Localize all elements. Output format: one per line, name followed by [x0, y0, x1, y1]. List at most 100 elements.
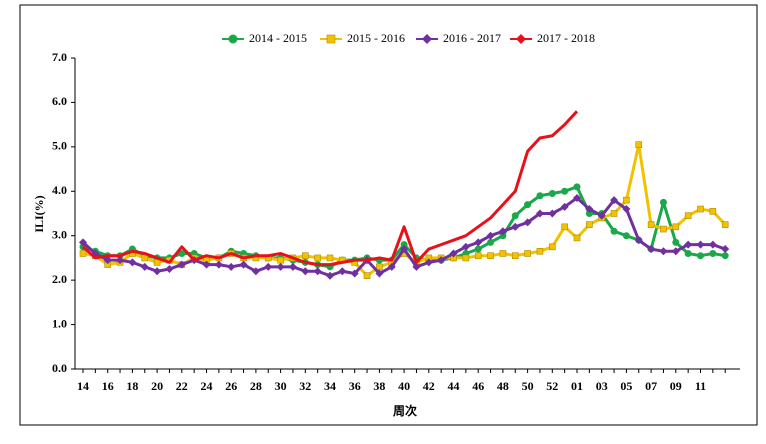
- marker: [437, 256, 446, 265]
- y-tick-label: 1.0: [52, 316, 67, 330]
- marker: [499, 250, 507, 257]
- marker: [524, 201, 532, 209]
- marker: [140, 262, 149, 271]
- marker: [548, 209, 557, 218]
- marker: [177, 260, 186, 269]
- marker: [301, 252, 309, 260]
- marker: [301, 267, 310, 276]
- marker: [647, 221, 655, 228]
- marker: [561, 187, 569, 195]
- marker: [536, 247, 544, 255]
- legend-label: 2015 - 2016: [347, 31, 405, 45]
- marker: [561, 223, 568, 231]
- marker: [672, 223, 680, 231]
- marker: [660, 225, 667, 233]
- x-tick-label: 32: [299, 379, 311, 393]
- marker: [412, 262, 421, 271]
- marker: [659, 198, 667, 206]
- marker: [498, 227, 507, 236]
- y-tick-label: 7.0: [52, 50, 67, 64]
- marker: [214, 260, 223, 269]
- marker: [610, 210, 618, 217]
- marker: [610, 227, 618, 235]
- marker: [228, 34, 238, 44]
- marker: [461, 242, 470, 251]
- marker: [585, 205, 594, 214]
- x-tick-label: 16: [102, 379, 114, 393]
- marker: [696, 240, 705, 249]
- marker: [363, 272, 371, 280]
- y-tick-label: 4.0: [52, 183, 67, 197]
- marker: [721, 221, 729, 228]
- x-tick-label: 20: [151, 379, 163, 393]
- x-tick-label: 50: [522, 379, 534, 393]
- x-axis-label: 周次: [393, 403, 417, 418]
- marker: [202, 260, 211, 269]
- y-tick-label: 3.0: [52, 227, 67, 241]
- marker: [535, 209, 544, 218]
- marker: [708, 240, 717, 249]
- marker: [721, 252, 729, 260]
- y-tick-label: 5.0: [52, 139, 67, 153]
- marker: [239, 260, 248, 269]
- marker: [422, 34, 432, 44]
- x-tick-label: 28: [250, 379, 262, 393]
- marker: [424, 258, 433, 267]
- marker: [474, 252, 482, 260]
- marker: [560, 202, 569, 211]
- marker: [709, 249, 717, 257]
- marker: [635, 141, 643, 148]
- x-tick-label: 36: [349, 379, 361, 393]
- marker: [697, 252, 704, 260]
- marker: [462, 254, 470, 262]
- marker: [610, 196, 619, 205]
- marker: [671, 247, 680, 256]
- frame: [19, 4, 758, 426]
- marker: [376, 263, 383, 271]
- marker: [536, 192, 544, 200]
- marker: [573, 193, 581, 202]
- marker: [516, 34, 526, 44]
- x-tick-label: 46: [472, 379, 484, 393]
- x-tick-label: 44: [448, 379, 460, 393]
- marker: [709, 207, 717, 215]
- x-tick-label: 26: [225, 379, 237, 393]
- x-tick-label: 07: [645, 379, 657, 393]
- x-tick-label: 18: [126, 379, 138, 393]
- marker: [622, 232, 630, 240]
- marker: [165, 265, 174, 274]
- marker: [684, 212, 692, 220]
- marker: [511, 252, 519, 260]
- marker: [326, 271, 334, 280]
- marker: [79, 250, 87, 257]
- marker: [487, 238, 495, 246]
- marker: [103, 256, 112, 265]
- marker: [684, 249, 692, 257]
- marker: [116, 256, 125, 265]
- marker: [338, 267, 347, 276]
- x-tick-label: 24: [201, 379, 213, 393]
- x-tick-label: 30: [275, 379, 287, 393]
- legend-label: 2017 - 2018: [537, 31, 595, 45]
- marker: [400, 245, 409, 254]
- marker: [597, 211, 606, 220]
- marker: [659, 247, 668, 256]
- x-tick-label: 22: [176, 379, 188, 393]
- y-tick-label: 2.0: [52, 272, 67, 286]
- marker: [586, 221, 593, 228]
- x-tick-label: 34: [324, 379, 336, 393]
- x-tick-label: 01: [571, 379, 583, 393]
- marker: [375, 269, 384, 278]
- x-tick-label: 11: [695, 379, 706, 393]
- y-axis-label: ILI(%): [32, 195, 46, 232]
- marker: [227, 262, 236, 271]
- x-tick-label: 52: [546, 379, 558, 393]
- marker: [178, 249, 186, 257]
- marker: [326, 34, 336, 44]
- marker: [573, 183, 581, 191]
- marker: [523, 218, 532, 227]
- marker: [251, 267, 260, 276]
- series-line: [81, 110, 579, 267]
- x-tick-label: 48: [497, 379, 509, 393]
